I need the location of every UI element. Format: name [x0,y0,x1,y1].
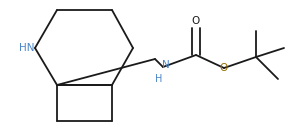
Text: H: H [155,74,163,84]
Text: N: N [162,60,170,70]
Text: O: O [220,63,228,73]
Text: O: O [192,16,200,26]
Text: HN: HN [19,43,35,53]
